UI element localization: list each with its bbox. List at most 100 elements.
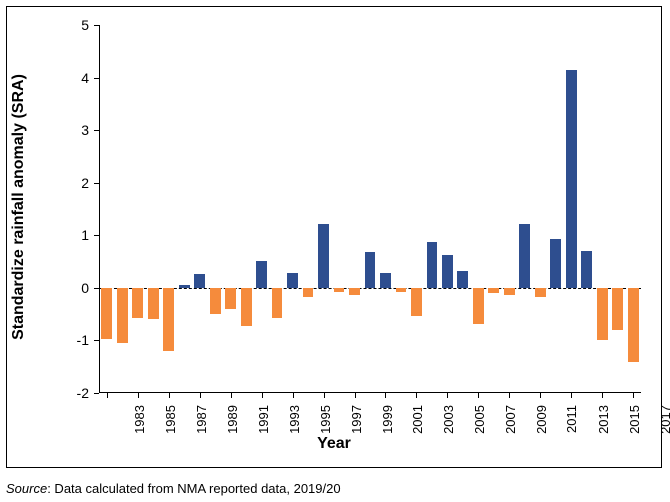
y-tick-mark bbox=[94, 340, 99, 341]
bar bbox=[148, 288, 159, 320]
y-tick-label: -1 bbox=[59, 332, 89, 348]
y-tick-label: -2 bbox=[59, 385, 89, 401]
bar bbox=[303, 288, 314, 297]
bar bbox=[597, 288, 608, 341]
x-tick-mark bbox=[385, 393, 386, 398]
x-axis-label: Year bbox=[317, 435, 351, 453]
bar bbox=[519, 224, 530, 288]
x-tick-mark bbox=[231, 393, 232, 398]
bar bbox=[225, 288, 236, 309]
x-tick-mark bbox=[169, 393, 170, 398]
y-tick-mark bbox=[94, 25, 99, 26]
y-tick-label: 1 bbox=[59, 227, 89, 243]
x-tick-label: 2011 bbox=[564, 405, 579, 433]
bar bbox=[349, 288, 360, 295]
y-tick-labels: -2-1012345 bbox=[57, 25, 93, 393]
bar bbox=[411, 288, 422, 316]
bar bbox=[163, 288, 174, 351]
bar bbox=[581, 251, 592, 288]
bar bbox=[396, 288, 407, 292]
y-tick-mark bbox=[94, 393, 99, 394]
y-tick-mark bbox=[94, 183, 99, 184]
y-tick-label: 0 bbox=[59, 280, 89, 296]
x-tick-label: 2017 bbox=[658, 405, 670, 434]
y-tick-label: 3 bbox=[59, 122, 89, 138]
x-tick-label: 2001 bbox=[410, 405, 425, 434]
x-tick-mark bbox=[107, 393, 108, 398]
bar bbox=[535, 288, 546, 297]
source-label: Source bbox=[6, 481, 47, 496]
bar bbox=[179, 285, 190, 288]
x-tick-label: 2009 bbox=[534, 405, 549, 434]
x-tick-mark bbox=[262, 393, 263, 398]
bar bbox=[427, 242, 438, 288]
source-text: Source: Data calculated from NMA reporte… bbox=[6, 481, 341, 496]
bar bbox=[318, 224, 329, 288]
bar bbox=[334, 288, 345, 292]
x-tick-mark bbox=[478, 393, 479, 398]
x-tick-mark bbox=[447, 393, 448, 398]
x-tick-label: 1993 bbox=[287, 405, 302, 434]
x-tick-mark bbox=[571, 393, 572, 398]
x-tick-mark bbox=[324, 393, 325, 398]
bar bbox=[566, 70, 577, 288]
bar bbox=[287, 273, 298, 288]
y-tick-label: 2 bbox=[59, 175, 89, 191]
x-tick-mark bbox=[633, 393, 634, 398]
x-tick-labels: 1983 1985 1987 1989 1991 1993 1995 1997 1999 2001… bbox=[99, 399, 641, 449]
y-axis-label: Standardize rainfall anomaly (SRA) bbox=[10, 74, 28, 340]
bar bbox=[504, 288, 515, 295]
x-tick-label: 1989 bbox=[225, 405, 240, 434]
x-tick-mark bbox=[200, 393, 201, 398]
bar bbox=[365, 252, 376, 288]
bar bbox=[101, 288, 112, 340]
chart-frame: Standardize rainfall anomaly (SRA) -2 -1 0… bbox=[6, 6, 662, 468]
y-tick-mark bbox=[94, 235, 99, 236]
bar bbox=[550, 239, 561, 288]
x-tick-mark bbox=[293, 393, 294, 398]
x-tick-mark bbox=[540, 393, 541, 398]
x-tick-label: 1997 bbox=[348, 405, 363, 434]
zero-line bbox=[99, 288, 641, 289]
x-tick-mark bbox=[602, 393, 603, 398]
bar bbox=[241, 288, 252, 326]
y-tick-mark bbox=[94, 78, 99, 79]
bar bbox=[210, 288, 221, 314]
y-tick-mark bbox=[94, 288, 99, 289]
x-tick-label: 2007 bbox=[503, 405, 518, 434]
bar bbox=[488, 288, 499, 293]
bar bbox=[628, 288, 639, 363]
x-tick-label: 1985 bbox=[163, 405, 178, 434]
bar bbox=[612, 288, 623, 330]
x-tick-label: 2005 bbox=[472, 405, 487, 434]
x-tick-label: 1987 bbox=[194, 405, 209, 434]
x-tick-label: 2013 bbox=[596, 405, 611, 434]
y-tick-label: 4 bbox=[59, 70, 89, 86]
y-axis-line bbox=[99, 25, 100, 393]
source-detail: : Data calculated from NMA reported data… bbox=[47, 481, 340, 496]
bar bbox=[132, 288, 143, 318]
bar bbox=[117, 288, 128, 343]
bar bbox=[194, 274, 205, 288]
x-tick-label: 1983 bbox=[132, 405, 147, 434]
plot-area bbox=[99, 25, 641, 393]
chart-container: Standardize rainfall anomaly (SRA) -2 -1 0… bbox=[0, 0, 670, 502]
bar bbox=[380, 273, 391, 288]
x-tick-label: 2003 bbox=[441, 405, 456, 434]
y-tick-mark bbox=[94, 130, 99, 131]
x-axis-line bbox=[99, 392, 641, 393]
y-tick-label: 5 bbox=[59, 17, 89, 33]
bar bbox=[272, 288, 283, 318]
x-tick-mark bbox=[509, 393, 510, 398]
x-tick-mark bbox=[138, 393, 139, 398]
bar bbox=[256, 261, 267, 288]
x-tick-label: 1999 bbox=[379, 405, 394, 434]
x-tick-label: 1991 bbox=[256, 405, 271, 434]
x-tick-mark bbox=[355, 393, 356, 398]
bar bbox=[442, 255, 453, 288]
x-tick-label: 2015 bbox=[627, 405, 642, 434]
bar bbox=[473, 288, 484, 324]
x-tick-mark bbox=[416, 393, 417, 398]
x-tick-label: 1995 bbox=[317, 405, 332, 434]
bar bbox=[457, 271, 468, 288]
